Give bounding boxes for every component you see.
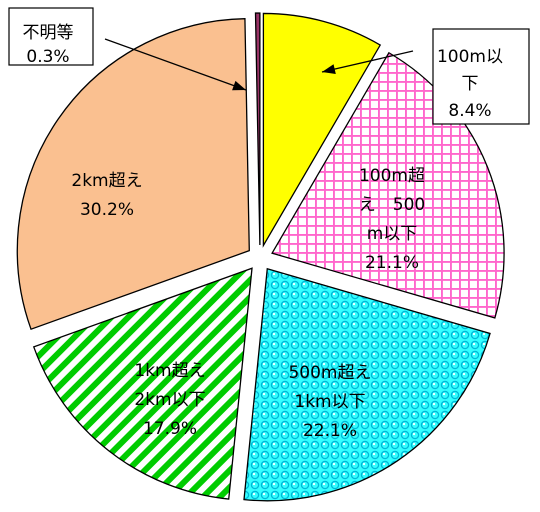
slice-5 bbox=[256, 13, 260, 245]
slice-label-line: 0.3% bbox=[26, 47, 69, 67]
slice-label-line: 下 bbox=[462, 74, 479, 94]
slice-label-line: 30.2% bbox=[80, 200, 134, 220]
slice-label-line: 100m以 bbox=[437, 47, 503, 67]
slice-label-line: 2km超え bbox=[71, 171, 142, 191]
slice-label-line: 500m超え bbox=[288, 363, 371, 383]
slice-label-5: 不明等 0.3% bbox=[9, 8, 93, 67]
slice-label-line: 100m超 bbox=[359, 166, 425, 186]
slice-label-line: 2km以下 bbox=[134, 390, 205, 410]
slice-label-line: 1km以下 bbox=[294, 392, 365, 412]
slice-label-line: 21.1% bbox=[365, 253, 419, 273]
slice-label-line: 8.4% bbox=[448, 101, 491, 121]
pie-slices bbox=[17, 13, 504, 501]
slice-label-line: 22.1% bbox=[303, 421, 357, 441]
slice-label-line: え 500 bbox=[359, 195, 425, 215]
slice-label-line: 17.9% bbox=[143, 419, 197, 439]
slice-label-line: 1km超え bbox=[134, 361, 205, 381]
slice-label-line: m以下 bbox=[367, 224, 418, 244]
slice-label-line: 不明等 bbox=[23, 23, 74, 43]
slice-label-3: 1km超え 2km以下 17.9% bbox=[134, 361, 205, 439]
